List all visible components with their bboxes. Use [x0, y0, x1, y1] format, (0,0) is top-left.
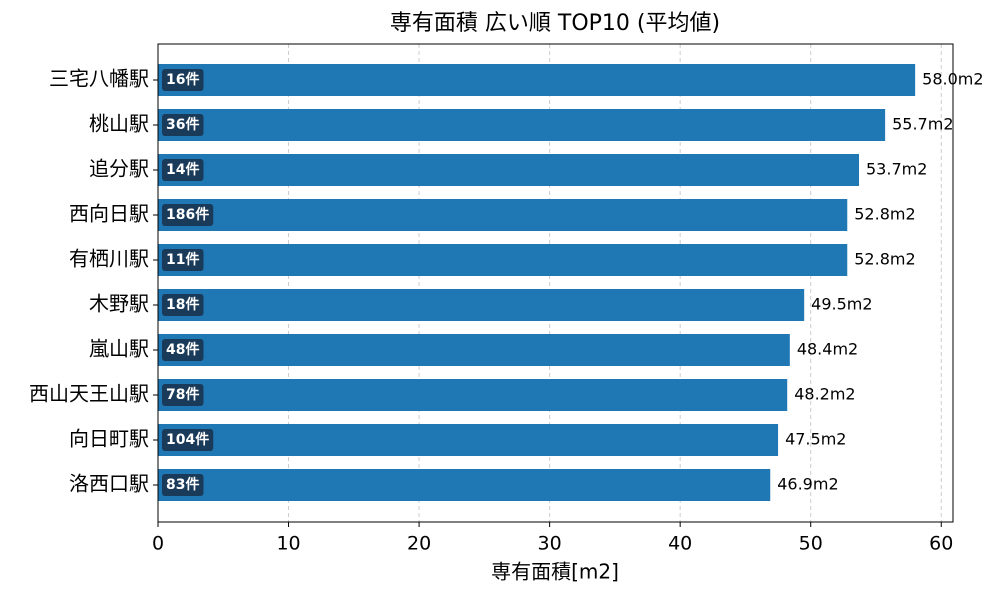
bar — [158, 334, 790, 366]
count-label: 36件 — [166, 116, 199, 133]
bar — [158, 469, 771, 501]
value-label: 53.7m2 — [866, 160, 927, 179]
value-label: 46.9m2 — [777, 475, 838, 494]
y-tick-label: 三宅八幡駅 — [49, 67, 149, 91]
x-tick-label: 20 — [407, 533, 431, 555]
value-label: 52.8m2 — [854, 205, 915, 224]
y-tick-label: 有栖川駅 — [69, 247, 149, 271]
bar — [158, 379, 788, 411]
bar — [158, 109, 886, 141]
count-label: 11件 — [166, 251, 199, 268]
count-label: 78件 — [166, 386, 199, 403]
bar — [158, 424, 779, 456]
y-tick-label: 桃山駅 — [89, 112, 149, 136]
value-label: 52.8m2 — [854, 250, 915, 269]
x-tick-label: 60 — [929, 533, 953, 555]
x-tick-label: 50 — [799, 533, 823, 555]
count-label: 16件 — [166, 71, 199, 88]
count-badge — [162, 249, 204, 271]
count-label: 186件 — [166, 206, 209, 223]
x-axis-label: 専有面積[m2] — [491, 560, 619, 584]
x-tick-label: 10 — [276, 533, 300, 555]
count-label: 48件 — [166, 341, 199, 358]
count-label: 18件 — [166, 296, 199, 313]
x-tick-label: 0 — [152, 533, 164, 555]
value-label: 48.4m2 — [797, 340, 858, 359]
chart-title: 専有面積 広い順 TOP10 (平均値) — [390, 11, 720, 36]
value-label: 48.2m2 — [794, 385, 855, 404]
y-tick-label: 木野駅 — [89, 292, 149, 316]
count-label: 14件 — [166, 161, 199, 178]
y-tick-label: 嵐山駅 — [89, 337, 149, 361]
count-badge — [162, 429, 214, 451]
value-label: 47.5m2 — [785, 430, 846, 449]
count-label: 83件 — [166, 476, 199, 493]
count-badge — [162, 69, 204, 91]
count-badge — [162, 474, 204, 496]
y-tick-label: 洛西口駅 — [69, 472, 149, 496]
x-tick-label: 40 — [668, 533, 692, 555]
y-tick-label: 追分駅 — [89, 157, 149, 181]
bar — [158, 199, 848, 231]
value-label: 49.5m2 — [811, 295, 872, 314]
bar — [158, 244, 848, 276]
y-tick-label: 西向日駅 — [69, 202, 149, 226]
count-badge — [162, 204, 214, 226]
bar — [158, 289, 805, 321]
count-badge — [162, 114, 204, 136]
bar — [158, 64, 916, 96]
count-label: 104件 — [166, 431, 209, 448]
bar — [158, 154, 860, 186]
count-badge — [162, 294, 204, 316]
count-badge — [162, 384, 204, 406]
plot-frame — [157, 43, 954, 523]
count-badge — [162, 159, 204, 181]
value-label: 55.7m2 — [892, 115, 953, 134]
count-badge — [162, 339, 204, 361]
y-tick-label: 向日町駅 — [69, 427, 149, 451]
y-tick-label: 西山天王山駅 — [29, 382, 149, 406]
x-tick-label: 30 — [538, 533, 562, 555]
